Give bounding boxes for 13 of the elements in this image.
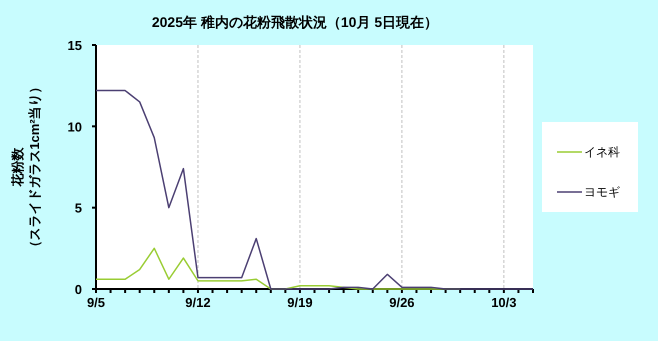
x-tick-label: 9/19 xyxy=(287,295,313,310)
x-tick-label: 10/3 xyxy=(491,295,517,310)
x-tick-label: 9/5 xyxy=(86,295,106,310)
x-tick-label: 9/12 xyxy=(185,295,211,310)
y-tick-label: 0 xyxy=(74,282,82,297)
y-tick-label: 15 xyxy=(68,38,82,53)
y-tick-label: 10 xyxy=(68,119,82,134)
y-axis-title: 花粉数（スライドガラス1cm²当り） xyxy=(10,80,42,254)
legend-label: イネ科 xyxy=(584,145,620,159)
chart-title: 2025年 稚内の花粉飛散状況（10月 5日現在） xyxy=(152,14,438,30)
legend-label: ヨモギ xyxy=(584,185,620,199)
x-tick-label: 9/26 xyxy=(389,295,415,310)
y-tick-label: 5 xyxy=(74,200,82,216)
